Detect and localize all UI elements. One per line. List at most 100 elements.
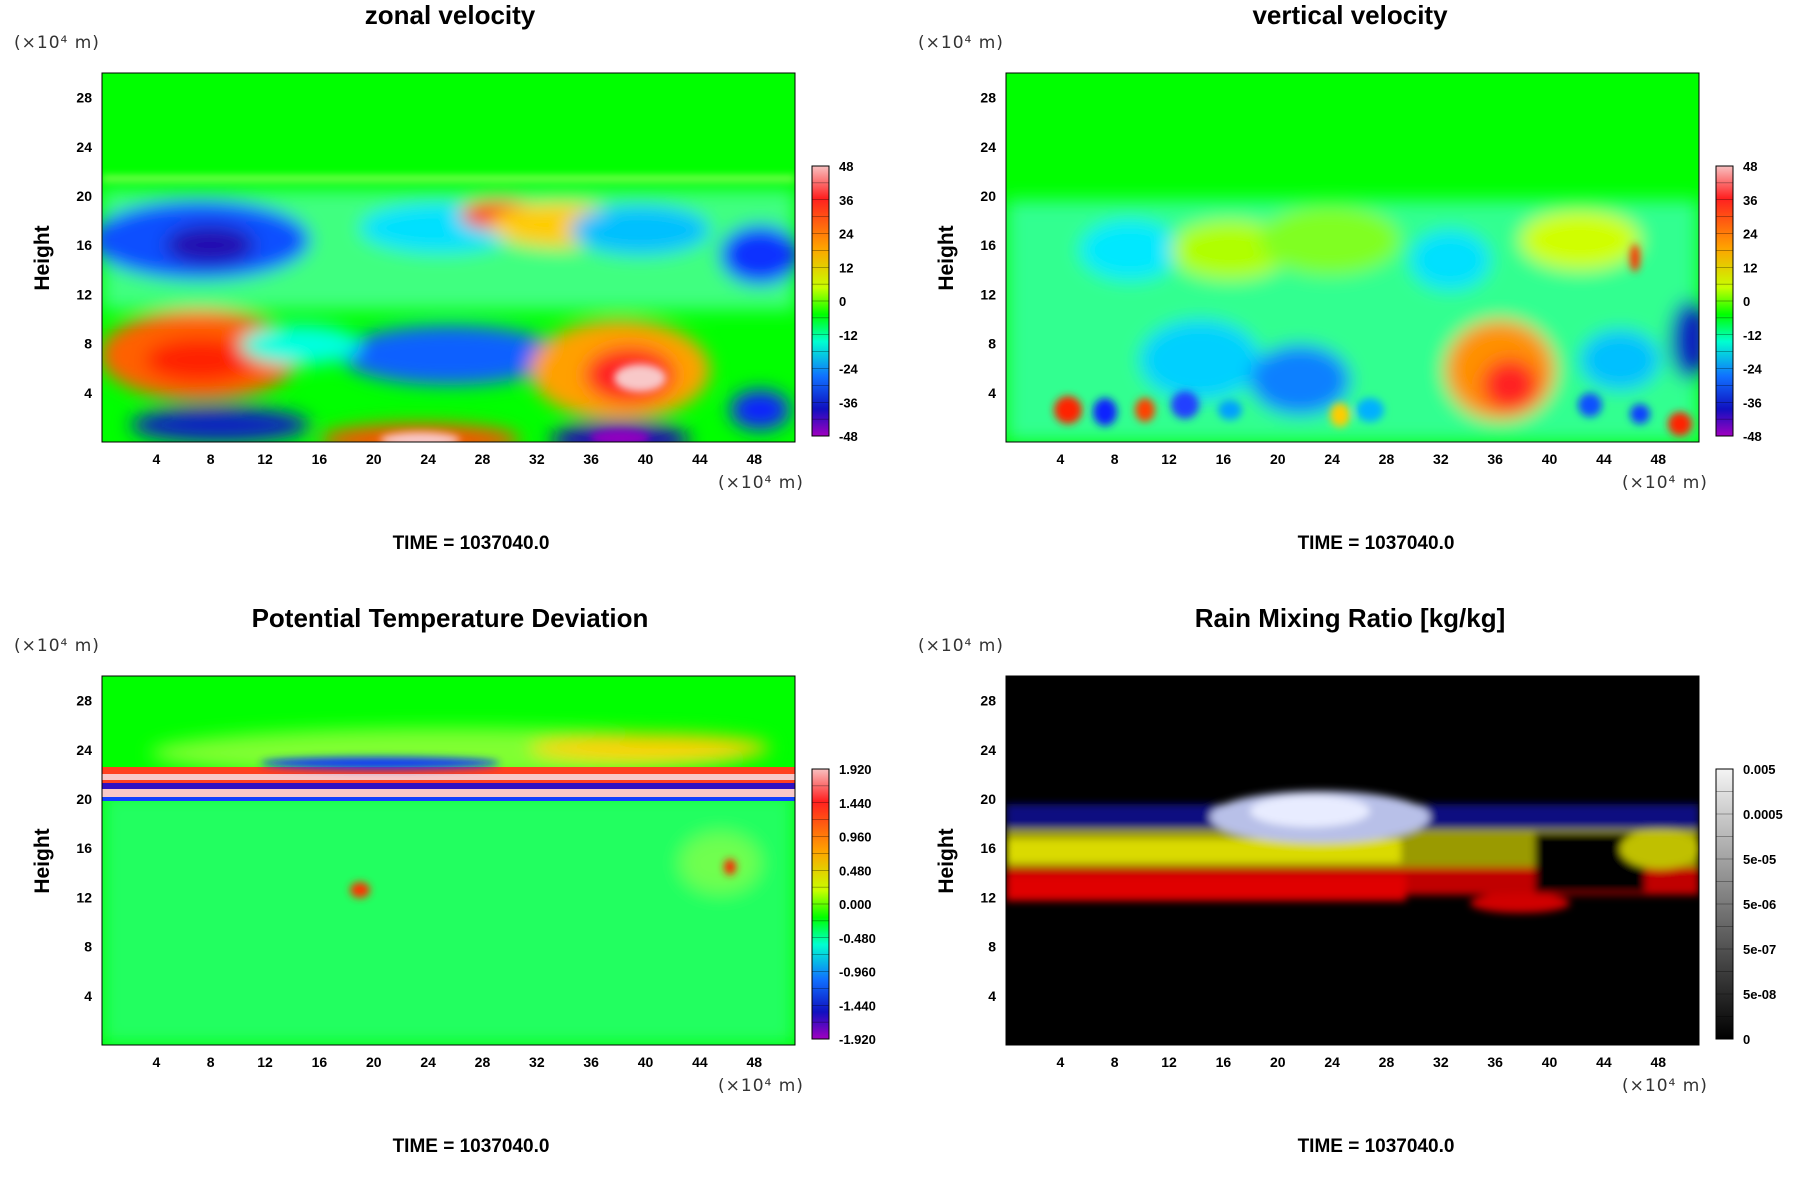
- y-tick-label: 20: [76, 791, 92, 807]
- y-tick-label: 24: [76, 139, 92, 155]
- x-tick-label: 32: [529, 1054, 545, 1070]
- y-tick-label: 24: [76, 742, 92, 758]
- field-blobs: [1006, 791, 1699, 913]
- colorbar-label: -48: [1743, 429, 1762, 444]
- colorbar-label: -0.960: [839, 965, 876, 980]
- field-blobs: [102, 176, 795, 442]
- colorbar-label: -12: [1743, 328, 1762, 343]
- x-tick-label: 8: [1111, 451, 1119, 467]
- x-tick-label: 40: [1542, 1054, 1558, 1070]
- colorbar-label: -1.440: [839, 998, 876, 1013]
- x-tick-label: 20: [366, 451, 382, 467]
- y-ticks: 4 8 12 16 20 24 28: [980, 90, 996, 401]
- y-tick-label: 8: [84, 939, 92, 955]
- x-tick-label: 24: [1324, 1054, 1340, 1070]
- y-tick-label: 8: [988, 336, 996, 352]
- colorbar-label: 0.0005: [1743, 807, 1783, 822]
- x-tick-label: 44: [692, 451, 708, 467]
- colorbar-label: 0.000: [839, 897, 872, 912]
- x-tick-label: 48: [1650, 451, 1666, 467]
- y-tick-label: 4: [84, 385, 92, 401]
- colorbar-label: -36: [839, 395, 858, 410]
- y-tick-label: 28: [980, 693, 996, 709]
- chart-title: Rain Mixing Ratio [kg/kg]: [1194, 603, 1506, 633]
- x-tick-label: 40: [1542, 451, 1558, 467]
- y-unit-label: (×10⁴ m): [14, 636, 100, 656]
- colorbar-label: 0.480: [839, 863, 872, 878]
- y-tick-label: 12: [980, 286, 996, 302]
- x-tick-label: 28: [1379, 1054, 1395, 1070]
- colorbar: 48 36 24 12 0 -12 -24 -36 -48: [1715, 159, 1763, 444]
- x-tick-label: 24: [420, 451, 436, 467]
- field-blobs: [102, 728, 795, 1045]
- x-tick-label: 4: [152, 1054, 160, 1070]
- x-tick-label: 48: [746, 1054, 762, 1070]
- x-tick-label: 8: [1111, 1054, 1119, 1070]
- time-footer: TIME = 1037040.0: [392, 533, 550, 554]
- time-footer: TIME = 1037040.0: [392, 1136, 550, 1157]
- colorbar-label: 0: [1743, 1032, 1750, 1047]
- colorbar: 48 36 24 12 0 -12 -24 -36 -48: [811, 159, 859, 444]
- colorbar-label: -1.920: [839, 1032, 876, 1047]
- x-tick-label: 24: [420, 1054, 436, 1070]
- panel-vertical-velocity: vertical velocity (×10⁴ m) Height: [900, 0, 1800, 600]
- colorbar-label: -0.480: [839, 931, 876, 946]
- x-tick-label: 28: [475, 1054, 491, 1070]
- field-blobs: [1006, 200, 1699, 442]
- y-tick-label: 8: [988, 939, 996, 955]
- x-tick-label: 32: [1433, 451, 1449, 467]
- x-ticks: 4 8 12 16 20 24 28 32 36 40 44 48: [152, 451, 762, 467]
- x-unit-label: (×10⁴ m): [718, 473, 804, 493]
- chart-title: zonal velocity: [364, 0, 536, 30]
- x-tick-label: 44: [692, 1054, 708, 1070]
- time-footer: TIME = 1037040.0: [1297, 1136, 1455, 1157]
- y-unit-label: (×10⁴ m): [14, 33, 100, 53]
- x-tick-label: 40: [638, 451, 654, 467]
- y-ticks: 4 8 12 16 20 24 28: [980, 693, 996, 1004]
- colorbar-label: 0: [839, 294, 846, 309]
- x-tick-label: 36: [1487, 1054, 1503, 1070]
- chart-title: Potential Temperature Deviation: [251, 603, 649, 633]
- colorbar-label: 24: [839, 227, 854, 242]
- y-tick-label: 4: [84, 988, 92, 1004]
- x-tick-label: 32: [1433, 1054, 1449, 1070]
- time-footer: TIME = 1037040.0: [1297, 533, 1455, 554]
- x-ticks: 4 8 12 16 20 24 28 32 36 40 44 48: [1056, 1054, 1666, 1070]
- y-unit-label: (×10⁴ m): [918, 33, 1004, 53]
- colorbar-label: 0: [1743, 294, 1750, 309]
- x-unit-label: (×10⁴ m): [718, 1076, 804, 1096]
- colorbar: 0.005 0.0005 5e-05 5e-06 5e-07 5e-08 0: [1715, 762, 1783, 1047]
- colorbar-label: 1.920: [839, 762, 872, 777]
- colorbar-label: 5e-08: [1743, 987, 1776, 1002]
- y-tick-label: 24: [980, 742, 996, 758]
- colorbar-label: 5e-07: [1743, 942, 1776, 957]
- x-tick-label: 12: [257, 451, 273, 467]
- colorbar-label: 36: [1743, 193, 1757, 208]
- x-tick-label: 16: [1216, 451, 1232, 467]
- y-tick-label: 20: [76, 188, 92, 204]
- panel-rain-mixing-ratio: Rain Mixing Ratio [kg/kg] (×10⁴ m) Heigh…: [900, 600, 1800, 1200]
- colorbar-label: 0.005: [1743, 762, 1776, 777]
- y-tick-label: 4: [988, 988, 996, 1004]
- x-ticks: 4 8 12 16 20 24 28 32 36 40 44 48: [1056, 451, 1666, 467]
- y-ticks: 4 8 12 16 20 24 28: [76, 90, 92, 401]
- y-ticks: 4 8 12 16 20 24 28: [76, 693, 92, 1004]
- colorbar-label: 12: [839, 260, 853, 275]
- y-tick-label: 16: [76, 840, 92, 856]
- y-tick-label: 28: [980, 90, 996, 106]
- y-tick-label: 12: [980, 889, 996, 905]
- x-tick-label: 20: [1270, 451, 1286, 467]
- x-tick-label: 36: [583, 1054, 599, 1070]
- y-tick-label: 16: [76, 237, 92, 253]
- panel-potential-temperature: Potential Temperature Deviation (×10⁴ m)…: [0, 600, 900, 1200]
- panel-zonal-velocity: zonal velocity (×10⁴ m) Height: [0, 0, 900, 600]
- x-tick-label: 8: [207, 451, 215, 467]
- y-tick-label: 20: [980, 791, 996, 807]
- x-tick-label: 4: [1056, 1054, 1064, 1070]
- x-tick-label: 12: [1161, 1054, 1177, 1070]
- colorbar-label: 24: [1743, 227, 1758, 242]
- colorbar-label: 12: [1743, 260, 1757, 275]
- colorbar-label: 1.440: [839, 796, 872, 811]
